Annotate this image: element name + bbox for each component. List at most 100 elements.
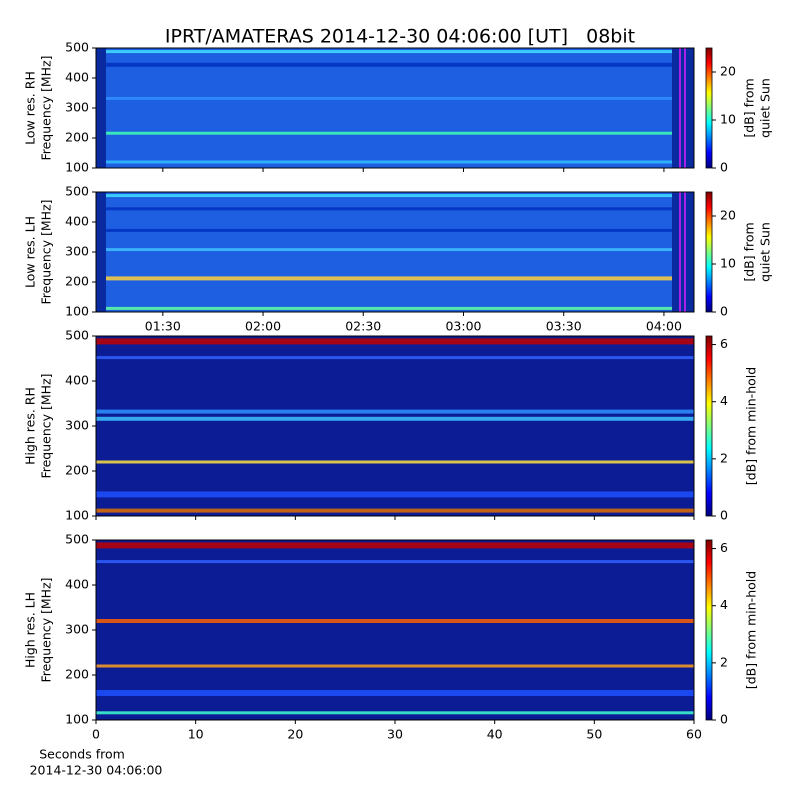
colorbar-tick-label: 10 (720, 112, 736, 127)
x-tick-label: 04:00 (646, 319, 682, 334)
spectrogram-band (96, 711, 694, 715)
spectrogram-band (96, 508, 694, 513)
colorbar-tick-label: 6 (720, 540, 728, 555)
spectrogram-band (96, 276, 694, 281)
y-tick-label: 100 (65, 712, 89, 727)
y-axis-label: Frequency [MHz] (39, 373, 54, 478)
spectrogram-band (96, 50, 694, 54)
spectrogram-band (96, 207, 694, 211)
colorbar (705, 539, 713, 721)
spectrogram-band (96, 306, 694, 310)
y-axis-label: High res. LH (23, 592, 38, 668)
y-tick-label: 500 (65, 532, 89, 547)
y-tick-label: 400 (65, 214, 89, 229)
x-axis-label: Seconds from (39, 747, 125, 762)
y-tick-label: 100 (65, 508, 89, 523)
colorbar-label: [dB] from (742, 78, 757, 137)
spectrogram-band (96, 491, 694, 498)
y-tick-label: 300 (65, 244, 89, 259)
y-axis-label: Frequency [MHz] (39, 577, 54, 682)
spectrogram-band (96, 560, 694, 564)
spectrogram-band (96, 356, 694, 360)
y-tick-label: 200 (65, 274, 89, 289)
spectrogram-band (96, 62, 694, 67)
y-tick-label: 200 (65, 463, 89, 478)
spectrogram-band (96, 664, 694, 668)
y-tick-label: 300 (65, 418, 89, 433)
spectrogram-band (96, 690, 694, 696)
spectrogram-band (96, 96, 694, 100)
y-tick-label: 400 (65, 70, 89, 85)
x-tick-label: 50 (586, 727, 602, 742)
y-tick-label: 300 (65, 100, 89, 115)
x-tick-label: 02:00 (245, 319, 281, 334)
colorbar-tick-label: 4 (720, 393, 728, 408)
colorbar-tick-label: 4 (720, 597, 728, 612)
x-tick-label: 01:30 (145, 319, 181, 334)
y-axis-label: Frequency [MHz] (39, 199, 54, 304)
colorbar-label: quiet Sun (758, 222, 773, 282)
y-tick-label: 100 (65, 160, 89, 175)
spectrogram-edge (672, 192, 694, 312)
y-tick-label: 200 (65, 667, 89, 682)
x-tick-label: 02:30 (345, 319, 381, 334)
colorbar (705, 335, 713, 517)
x-tick-label: 03:30 (546, 319, 582, 334)
figure-title: IPRT/AMATERAS 2014-12-30 04:06:00 [UT] 0… (165, 26, 635, 48)
spectrogram-band (96, 542, 694, 549)
spectrogram-image (96, 336, 694, 516)
spectrogram-band (96, 131, 694, 135)
x-axis-label: 2014-12-30 04:06:00 (30, 763, 163, 778)
colorbar-label: [dB] from min-hold (744, 571, 759, 689)
colorbar-label: quiet Sun (758, 78, 773, 138)
y-axis-label: High res. RH (23, 387, 38, 465)
spectrogram-band (96, 409, 694, 414)
y-tick-label: 500 (65, 328, 89, 343)
colorbar-tick-label: 0 (720, 712, 728, 727)
y-tick-label: 200 (65, 130, 89, 145)
spectrogram-band (96, 160, 694, 164)
colorbar-label: [dB] from min-hold (744, 367, 759, 485)
x-tick-label: 0 (92, 727, 100, 742)
colorbar-tick-label: 0 (720, 508, 728, 523)
spectrogram-edge (96, 192, 106, 312)
colorbar-tick-label: 20 (720, 208, 736, 223)
y-axis-label: Frequency [MHz] (39, 55, 54, 160)
x-tick-label: 10 (188, 727, 204, 742)
spectrogram-band (96, 460, 694, 464)
spectrogram-band (96, 338, 694, 345)
spectrogram-band (96, 619, 694, 623)
spectrogram-edge (96, 48, 106, 168)
colorbar-tick-label: 0 (720, 304, 728, 319)
colorbar (705, 191, 713, 313)
colorbar-tick-label: 0 (720, 160, 728, 175)
y-axis-label: Low res. LH (23, 216, 38, 288)
colorbar-label: [dB] from (742, 222, 757, 281)
y-tick-label: 400 (65, 577, 89, 592)
x-tick-label: 03:00 (445, 319, 481, 334)
spectrogram-image (96, 192, 694, 312)
colorbar-tick-label: 2 (720, 450, 728, 465)
spectrogram-image (96, 48, 694, 168)
y-axis-label: Low res. RH (23, 71, 38, 145)
spectrogram-band (96, 248, 694, 252)
x-tick-label: 30 (387, 727, 403, 742)
y-tick-label: 100 (65, 304, 89, 319)
y-tick-label: 400 (65, 373, 89, 388)
colorbar-tick-label: 2 (720, 654, 728, 669)
spectrogram-band (96, 194, 694, 198)
y-tick-label: 300 (65, 622, 89, 637)
x-tick-label: 40 (487, 727, 503, 742)
x-tick-label: 60 (686, 727, 702, 742)
y-tick-label: 500 (65, 184, 89, 199)
colorbar (705, 47, 713, 169)
colorbar-tick-label: 6 (720, 336, 728, 351)
x-tick-label: 20 (287, 727, 303, 742)
spectrogram-edge (672, 48, 694, 168)
colorbar-tick-label: 20 (720, 64, 736, 79)
spectrogram-band (96, 228, 694, 232)
colorbar-tick-label: 10 (720, 256, 736, 271)
spectrogram-band (96, 416, 694, 421)
y-tick-label: 500 (65, 40, 89, 55)
